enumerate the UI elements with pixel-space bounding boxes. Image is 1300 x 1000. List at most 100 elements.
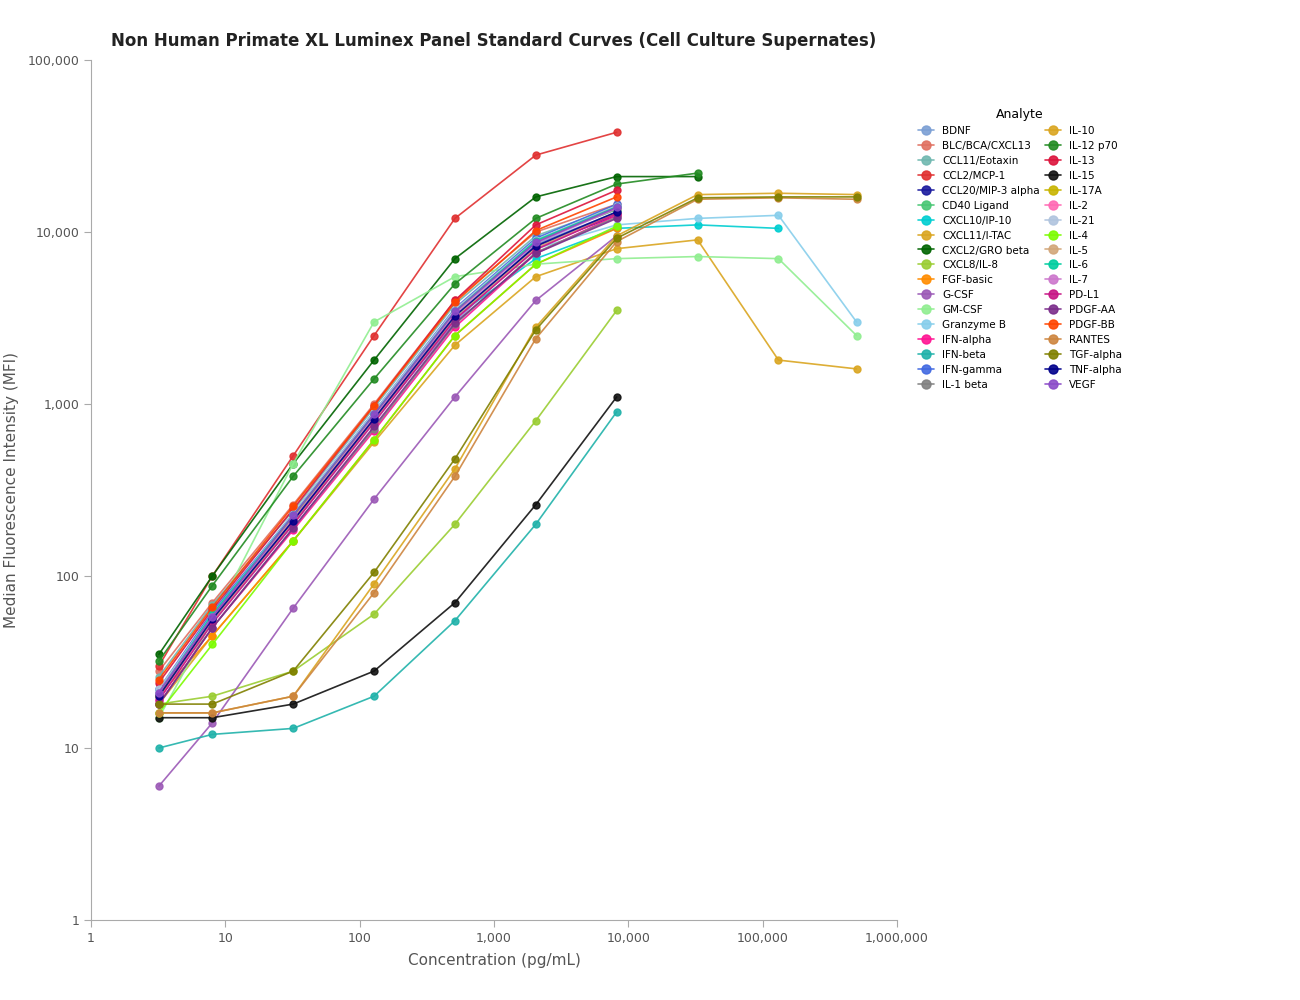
IFN-gamma bbox=[367, 406, 382, 418]
PD-L1 bbox=[204, 617, 220, 629]
IL-17A bbox=[528, 236, 543, 248]
IL-1 beta bbox=[608, 211, 624, 223]
VEGF bbox=[286, 509, 302, 521]
IFN-alpha bbox=[367, 425, 382, 437]
IL-5 bbox=[447, 311, 463, 323]
IL-5 bbox=[367, 414, 382, 426]
TGF-alpha bbox=[286, 665, 302, 677]
CXCL11/I-TAC bbox=[151, 698, 166, 710]
Granzyme B bbox=[204, 615, 220, 627]
IL-4 bbox=[151, 707, 166, 719]
IL-12 p70 bbox=[447, 278, 463, 290]
PDGF-BB bbox=[204, 601, 220, 613]
BDNF bbox=[151, 683, 166, 695]
FGF-basic bbox=[204, 630, 220, 642]
Line: IL-6: IL-6 bbox=[156, 203, 620, 696]
PD-L1 bbox=[528, 244, 543, 256]
RANTES bbox=[771, 192, 786, 204]
TNF-alpha bbox=[608, 206, 624, 218]
Line: IFN-gamma: IFN-gamma bbox=[156, 201, 620, 693]
Line: CCL2/MCP-1: CCL2/MCP-1 bbox=[156, 129, 620, 669]
IL-12 p70 bbox=[367, 373, 382, 385]
Granzyme B bbox=[528, 243, 543, 255]
CCL2/MCP-1 bbox=[286, 450, 302, 462]
G-CSF bbox=[151, 780, 166, 792]
IFN-alpha bbox=[204, 622, 220, 634]
IL-4 bbox=[608, 220, 624, 232]
IFN-alpha bbox=[447, 321, 463, 333]
Line: IL-4: IL-4 bbox=[156, 223, 620, 716]
PDGF-BB bbox=[447, 296, 463, 308]
CXCL8/IL-8 bbox=[528, 415, 543, 427]
RANTES bbox=[608, 236, 624, 248]
CXCL2/GRO beta bbox=[528, 191, 543, 203]
CCL2/MCP-1 bbox=[151, 660, 166, 672]
PD-L1 bbox=[367, 417, 382, 429]
IL-13 bbox=[286, 503, 302, 515]
CCL20/MIP-3 alpha bbox=[151, 690, 166, 702]
IL-17A bbox=[151, 690, 166, 702]
Granzyme B bbox=[690, 212, 706, 224]
IL-13 bbox=[528, 219, 543, 231]
IL-15 bbox=[286, 698, 302, 710]
IL-17A bbox=[367, 409, 382, 421]
FGF-basic bbox=[447, 330, 463, 342]
TNF-alpha bbox=[204, 613, 220, 625]
RANTES bbox=[286, 690, 302, 702]
CCL20/MIP-3 alpha bbox=[367, 413, 382, 425]
IL-7 bbox=[367, 411, 382, 423]
TGF-alpha bbox=[447, 453, 463, 465]
Line: IL-7: IL-7 bbox=[156, 205, 620, 696]
Granzyme B bbox=[608, 219, 624, 231]
G-CSF bbox=[204, 717, 220, 729]
IL-1 beta bbox=[286, 522, 302, 534]
Line: PDGF-BB: PDGF-BB bbox=[156, 193, 620, 683]
CCL20/MIP-3 alpha bbox=[204, 611, 220, 623]
CD40 Ligand bbox=[367, 408, 382, 420]
CCL2/MCP-1 bbox=[204, 570, 220, 582]
IL-7 bbox=[286, 513, 302, 525]
CXCL2/GRO beta bbox=[367, 354, 382, 366]
IFN-beta bbox=[204, 728, 220, 740]
Granzyme B bbox=[849, 316, 864, 328]
IL-10 bbox=[151, 707, 166, 719]
GM-CSF bbox=[849, 330, 864, 342]
VEGF bbox=[204, 611, 220, 623]
PDGF-AA bbox=[286, 522, 302, 534]
IL-4 bbox=[447, 330, 463, 342]
TGF-alpha bbox=[608, 232, 624, 244]
CXCL10/IP-10 bbox=[204, 615, 220, 627]
CXCL11/I-TAC bbox=[608, 243, 624, 255]
IL-6 bbox=[204, 608, 220, 620]
IL-10 bbox=[286, 690, 302, 702]
CXCL11/I-TAC bbox=[528, 271, 543, 283]
IL-13 bbox=[367, 400, 382, 412]
RANTES bbox=[151, 707, 166, 719]
IL-10 bbox=[608, 230, 624, 242]
IL-15 bbox=[367, 665, 382, 677]
PDGF-BB bbox=[528, 225, 543, 237]
Line: BLC/BCA/CXCL13: BLC/BCA/CXCL13 bbox=[156, 201, 620, 675]
CXCL11/I-TAC bbox=[849, 363, 864, 375]
IL-21 bbox=[608, 200, 624, 212]
IL-17A bbox=[447, 307, 463, 319]
IL-1 beta bbox=[528, 247, 543, 259]
CCL2/MCP-1 bbox=[528, 149, 543, 161]
Line: CXCL8/IL-8: CXCL8/IL-8 bbox=[156, 307, 620, 708]
IL-12 p70 bbox=[528, 212, 543, 224]
CCL11/Eotaxin bbox=[286, 505, 302, 517]
CXCL11/I-TAC bbox=[367, 436, 382, 448]
IFN-alpha bbox=[151, 698, 166, 710]
CXCL8/IL-8 bbox=[608, 304, 624, 316]
Granzyme B bbox=[771, 209, 786, 221]
Line: IL-21: IL-21 bbox=[156, 202, 620, 693]
Y-axis label: Median Fluorescence Intensity (MFI): Median Fluorescence Intensity (MFI) bbox=[4, 352, 20, 628]
IL-17A bbox=[204, 611, 220, 623]
CXCL10/IP-10 bbox=[447, 311, 463, 323]
CCL11/Eotaxin bbox=[151, 671, 166, 683]
CCL11/Eotaxin bbox=[204, 599, 220, 611]
CXCL8/IL-8 bbox=[286, 665, 302, 677]
CXCL11/I-TAC bbox=[447, 339, 463, 351]
TNF-alpha bbox=[447, 310, 463, 322]
PDGF-BB bbox=[151, 674, 166, 686]
